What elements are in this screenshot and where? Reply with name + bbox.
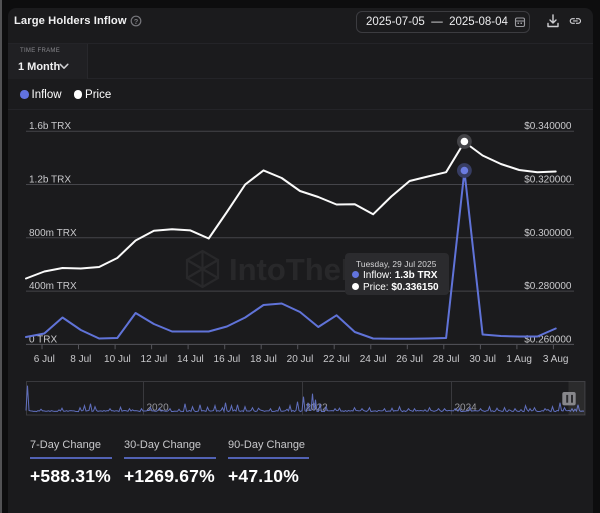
svg-text:400m TRX: 400m TRX — [29, 281, 77, 292]
svg-text:16 Jul: 16 Jul — [214, 354, 241, 365]
svg-text:$0.260000: $0.260000 — [524, 334, 572, 345]
svg-text:0 TRX: 0 TRX — [29, 334, 57, 345]
svg-text:14 Jul: 14 Jul — [177, 354, 204, 365]
svg-text:18 Jul: 18 Jul — [250, 354, 277, 365]
svg-text:6 Jul: 6 Jul — [34, 354, 55, 365]
svg-text:$0.320000: $0.320000 — [524, 175, 572, 186]
svg-text:$0.300000: $0.300000 — [524, 228, 572, 239]
svg-text:24 Jul: 24 Jul — [360, 354, 387, 365]
svg-text:$0.280000: $0.280000 — [524, 281, 572, 292]
svg-text:8 Jul: 8 Jul — [70, 354, 91, 365]
svg-text:22 Jul: 22 Jul — [323, 354, 350, 365]
svg-text:1 Aug: 1 Aug — [506, 354, 532, 365]
svg-text:$0.340000: $0.340000 — [524, 121, 572, 132]
svg-text:10 Jul: 10 Jul — [104, 354, 131, 365]
svg-text:26 Jul: 26 Jul — [396, 354, 423, 365]
svg-text:12 Jul: 12 Jul — [141, 354, 168, 365]
svg-text:3 Aug: 3 Aug — [543, 354, 569, 365]
svg-text:?: ? — [134, 17, 139, 26]
svg-text:2024: 2024 — [455, 403, 478, 414]
svg-text:1.2b TRX: 1.2b TRX — [29, 175, 71, 186]
svg-text:2020: 2020 — [147, 403, 170, 414]
svg-text:20 Jul: 20 Jul — [287, 354, 314, 365]
svg-text:1.6b TRX: 1.6b TRX — [29, 121, 71, 132]
svg-text:28 Jul: 28 Jul — [433, 354, 460, 365]
svg-text:30 Jul: 30 Jul — [469, 354, 496, 365]
svg-text:800m TRX: 800m TRX — [29, 228, 77, 239]
